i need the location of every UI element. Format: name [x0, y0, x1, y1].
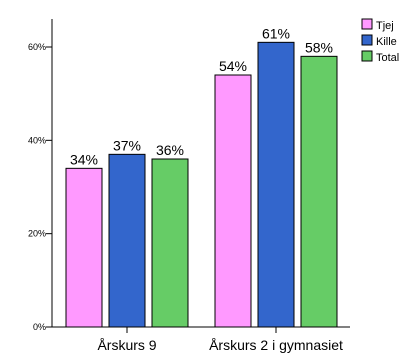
data-label-tjej-2: 54%: [219, 58, 247, 74]
data-label-kille-1: 37%: [113, 137, 141, 153]
bar-tjej-1: [66, 168, 102, 327]
y-tick-label: 40%: [28, 135, 46, 145]
bar-tjej-2: [215, 75, 251, 327]
y-tick-label: 60%: [28, 42, 46, 52]
legend-swatch-kille: [362, 35, 372, 45]
x-axis-ticks: Årskurs 9 Årskurs 2 i gymnasiet: [97, 327, 343, 353]
data-label-total-2: 58%: [305, 39, 333, 55]
bar-kille-2: [258, 42, 294, 327]
x-tick-label: Årskurs 2 i gymnasiet: [209, 337, 343, 353]
data-label-total-1: 36%: [156, 142, 184, 158]
bar-total-1: [152, 159, 188, 327]
y-axis-ticks: 0% 20% 40% 60%: [28, 42, 52, 332]
y-tick-label: 0%: [33, 322, 46, 332]
bar-kille-1: [109, 154, 145, 327]
data-label-kille-2: 61%: [262, 25, 290, 41]
legend-swatch-total: [362, 51, 372, 61]
bar-total-2: [301, 56, 337, 327]
legend-swatch-tjej: [362, 19, 372, 29]
legend-label-kille: Kille: [376, 36, 397, 48]
bars: [66, 42, 337, 327]
legend-label-total: Total: [376, 52, 399, 64]
data-label-tjej-1: 34%: [70, 151, 98, 167]
legend: Tjej Kille Total: [362, 19, 399, 64]
y-tick-label: 20%: [28, 229, 46, 239]
legend-label-tjej: Tjej: [376, 20, 394, 32]
x-tick-label: Årskurs 9: [97, 337, 156, 353]
